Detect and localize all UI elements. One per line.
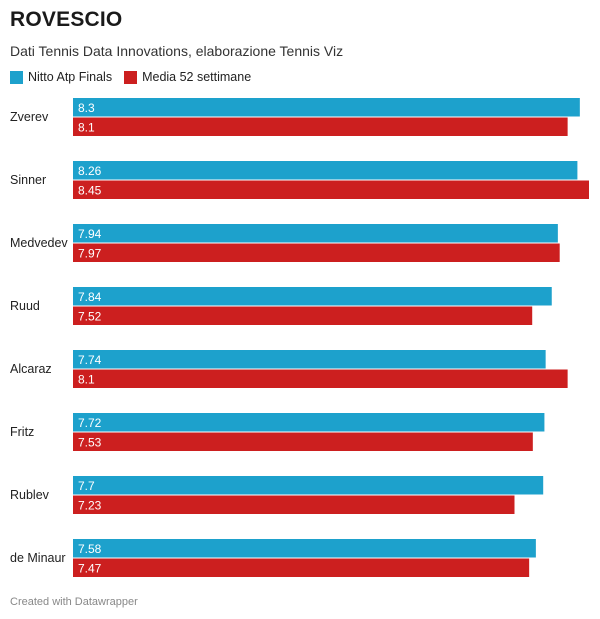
- bar-nitto-5: [73, 413, 545, 432]
- bar-nitto-0: [73, 98, 580, 117]
- category-label: Medvedev: [10, 236, 68, 250]
- data-label: 8.1: [78, 372, 95, 386]
- bar-media-3: [73, 306, 533, 325]
- legend-swatch-series-2: [124, 70, 138, 84]
- bar-nitto-2: [73, 224, 558, 243]
- legend-label-series-2: Media 52 settimane: [142, 70, 252, 84]
- data-label: 8.26: [78, 164, 102, 178]
- data-label: 7.72: [78, 416, 102, 430]
- bar-nitto-1: [73, 161, 578, 180]
- data-label: 8.3: [78, 101, 95, 115]
- bar-media-4: [73, 369, 568, 388]
- bar-media-5: [73, 432, 533, 451]
- bar-media-0: [73, 117, 568, 136]
- category-label: Rublev: [10, 488, 50, 502]
- category-label: de Minaur: [10, 551, 66, 565]
- data-label: 7.23: [78, 498, 102, 512]
- data-label: 7.97: [78, 246, 102, 260]
- data-label: 7.47: [78, 561, 102, 575]
- bar-chart: Zverev 8.3 8.1 Sinner 8.26 8.45 Medvedev 7.94 7.…: [10, 98, 589, 577]
- data-label: 7.7: [78, 479, 95, 493]
- legend-item-series-2: Media 52 settimane: [124, 70, 251, 84]
- chart-subtitle: Dati Tennis Data Innovations, elaborazio…: [10, 43, 344, 59]
- data-label: 7.53: [78, 435, 102, 449]
- bar-media-1: [73, 180, 589, 199]
- data-label: 7.52: [78, 309, 102, 323]
- data-label: 7.58: [78, 542, 102, 556]
- bar-nitto-7: [73, 539, 536, 558]
- data-label: 7.74: [78, 353, 102, 367]
- bar-media-7: [73, 558, 530, 577]
- legend-item-series-1: Nitto Atp Finals: [10, 70, 112, 84]
- bar-media-2: [73, 243, 560, 262]
- bar-nitto-6: [73, 476, 544, 495]
- category-label: Fritz: [10, 425, 34, 439]
- category-label: Sinner: [10, 173, 46, 187]
- data-label: 7.84: [78, 290, 102, 304]
- category-label: Alcaraz: [10, 362, 52, 376]
- bar-nitto-4: [73, 350, 546, 369]
- legend-label-series-1: Nitto Atp Finals: [28, 70, 113, 84]
- bar-nitto-3: [73, 287, 552, 306]
- data-label: 7.94: [78, 227, 102, 241]
- legend-swatch-series-1: [10, 70, 23, 84]
- footer-credit: Created with Datawrapper: [10, 596, 138, 608]
- data-label: 8.45: [78, 183, 102, 197]
- category-label: Zverev: [10, 110, 49, 124]
- chart-title: ROVESCIO: [10, 8, 123, 31]
- legend: Nitto Atp Finals Media 52 settimane: [10, 70, 263, 84]
- data-label: 8.1: [78, 120, 95, 134]
- bar-media-6: [73, 495, 515, 514]
- category-label: Ruud: [10, 299, 40, 313]
